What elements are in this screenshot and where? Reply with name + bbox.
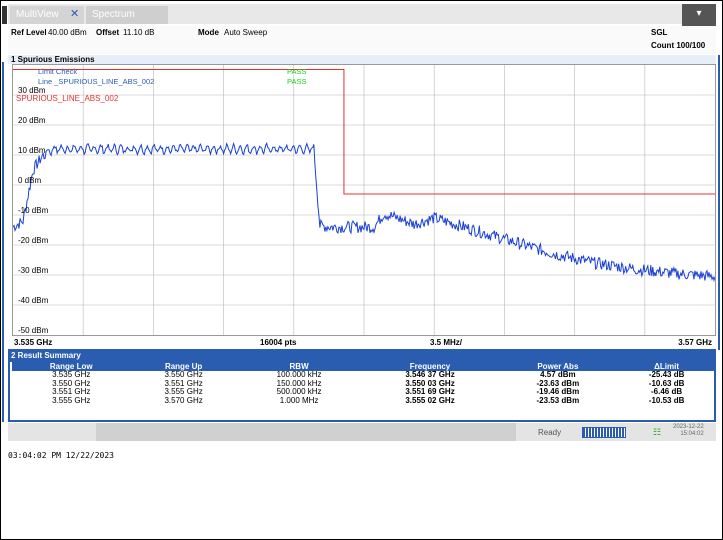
spectrum-plot[interactable] (12, 64, 716, 336)
tab-spectrum-label: Spectrum (92, 9, 135, 20)
tab-multiview-label: MultiView (16, 9, 59, 20)
table-cell: 150.000 kHz (276, 378, 322, 388)
tab-multiview[interactable]: MultiView (10, 6, 84, 24)
right-panel-edge (718, 55, 720, 350)
table-cell: 3.550 GHz (164, 370, 203, 379)
ref-level-label: Ref Level (11, 28, 47, 37)
y-tick-label: 30 dBm (18, 86, 46, 95)
tab-spectrum[interactable]: Spectrum (86, 6, 168, 24)
x-start-label: 3.535 GHz (14, 338, 53, 347)
title-bar (8, 4, 716, 24)
column-header: RBW (236, 362, 362, 371)
status-message-area (96, 423, 516, 441)
table-row[interactable]: 3.550 GHz 3.551 GHz 150.000 kHz 3.550 03 GH… (12, 378, 716, 389)
measurement-info-bar: Ref Level 40.00 dBm Offset 11.10 dB Mode… (8, 26, 716, 54)
limit-line (13, 69, 715, 195)
legend-limit-check: Limit Check (38, 67, 78, 76)
sweep-count: Count 100/100 (651, 41, 706, 50)
limit-line-label: SPURIOUS_LINE_ABS_002 (16, 94, 119, 103)
table-cell: 500.000 kHz (276, 387, 322, 397)
table-cell: -10.63 dB (648, 378, 685, 388)
sgl-indicator: SGL (651, 28, 668, 37)
table-cell: 3.550 GHz (52, 378, 91, 388)
status-datetime: 2023-12-22 15:04:02 (673, 424, 704, 438)
status-date: 2023-12-22 (673, 424, 704, 430)
dropdown-arrow-icon[interactable]: ▾ (682, 4, 716, 26)
offset-value[interactable]: 11.10 dB (123, 28, 155, 37)
result-summary-header: Range Low Range Up RBW Frequency Power Abs ΔL… (12, 362, 716, 371)
mode-value[interactable]: Auto Sweep (224, 28, 268, 37)
table-cell: 3.535 GHz (52, 370, 91, 379)
y-tick-label: -50 dBm (18, 326, 49, 335)
tab-close-icon[interactable]: ✕ (70, 8, 80, 20)
table-cell: 3.551 69 GHz (405, 387, 455, 397)
table-row[interactable]: 3.555 GHz 3.570 GHz 1.000 MHz 3.555 02 GHz -… (12, 395, 716, 406)
y-tick-label: -30 dBm (18, 266, 49, 275)
sweep-progress-fill (583, 428, 625, 437)
y-tick-label: -40 dBm (18, 296, 49, 305)
spectrum-plot-svg (13, 65, 715, 335)
table-cell: -10.53 dB (648, 395, 685, 405)
table-row[interactable]: 3.535 GHz 3.550 GHz 100.000 kHz 3.546 37 GH… (12, 370, 716, 380)
y-tick-label: 0 dBm (18, 176, 42, 185)
table-cell: -23.53 dBm (536, 395, 580, 405)
table-cell: 3.555 GHz (52, 395, 91, 405)
sweep-progress-bar (582, 427, 626, 438)
column-header: ΔLimit (617, 362, 716, 371)
pass-indicator-2: PASS (287, 77, 307, 86)
table-cell: -19.46 dBm (536, 387, 580, 397)
table-cell: 3.550 03 GHz (405, 378, 455, 388)
table-cell: 3.555 02 GHz (405, 395, 455, 405)
result-summary-table: Range Low Range Up RBW Frequency Power Abs ΔL… (12, 362, 716, 405)
column-header: Range Up (130, 362, 237, 371)
ref-level-value[interactable]: 40.00 dBm (48, 28, 87, 37)
table-cell: -23.63 dBm (536, 378, 580, 388)
x-stop-label: 3.57 GHz (678, 338, 712, 347)
status-ready: Ready (538, 428, 562, 437)
table-cell: 3.570 GHz (164, 395, 203, 405)
result-summary-title: 2 Result Summary (8, 350, 716, 362)
left-panel-edge (2, 62, 4, 422)
column-header: Power Abs (498, 362, 618, 371)
table-cell: -25.43 dB (648, 370, 685, 379)
offset-label: Offset (96, 28, 120, 37)
column-header: Frequency (361, 362, 499, 371)
points-label: 16004 pts (260, 338, 297, 347)
x-axis-bar: 3.535 GHz 16004 pts 3.5 MHz/ 3.57 GHz (12, 336, 716, 349)
window-edge-marker (2, 6, 7, 24)
spectrum-trace (13, 141, 715, 283)
y-tick-label: -20 dBm (18, 236, 49, 245)
plot-grid (13, 65, 715, 335)
diagram-title: 1 Spurious Emissions (8, 55, 716, 64)
table-cell: 4.57 dBm (540, 370, 576, 379)
table-cell: 3.546 37 GHz (405, 370, 455, 379)
column-header: Range Low (12, 362, 131, 371)
table-cell: 3.551 GHz (52, 387, 91, 397)
table-cell: 1.000 MHz (279, 395, 319, 405)
mode-label: Mode (198, 28, 219, 37)
legend-limit-line: Line _SPURIOUS_LINE_ABS_002 (38, 77, 155, 86)
table-row[interactable]: 3.551 GHz 3.555 GHz 500.000 kHz 3.551 69 GH… (12, 388, 716, 397)
capture-timestamp: 03:04:02 PM 12/22/2023 (8, 451, 114, 460)
status-time: 15:04:02 (680, 431, 704, 437)
y-tick-label: 10 dBm (18, 146, 46, 155)
table-cell: 100.000 kHz (276, 370, 322, 379)
table-cell: -6.46 dB (651, 387, 683, 397)
pass-indicator-1: PASS (287, 67, 307, 76)
table-cell: 3.551 GHz (164, 378, 203, 388)
network-icon: ☷ (653, 427, 662, 437)
y-tick-label: -10 dBm (18, 206, 49, 215)
y-tick-label: 20 dBm (18, 116, 46, 125)
span-per-div-label: 3.5 MHz/ (430, 338, 463, 347)
table-cell: 3.555 GHz (164, 387, 203, 397)
